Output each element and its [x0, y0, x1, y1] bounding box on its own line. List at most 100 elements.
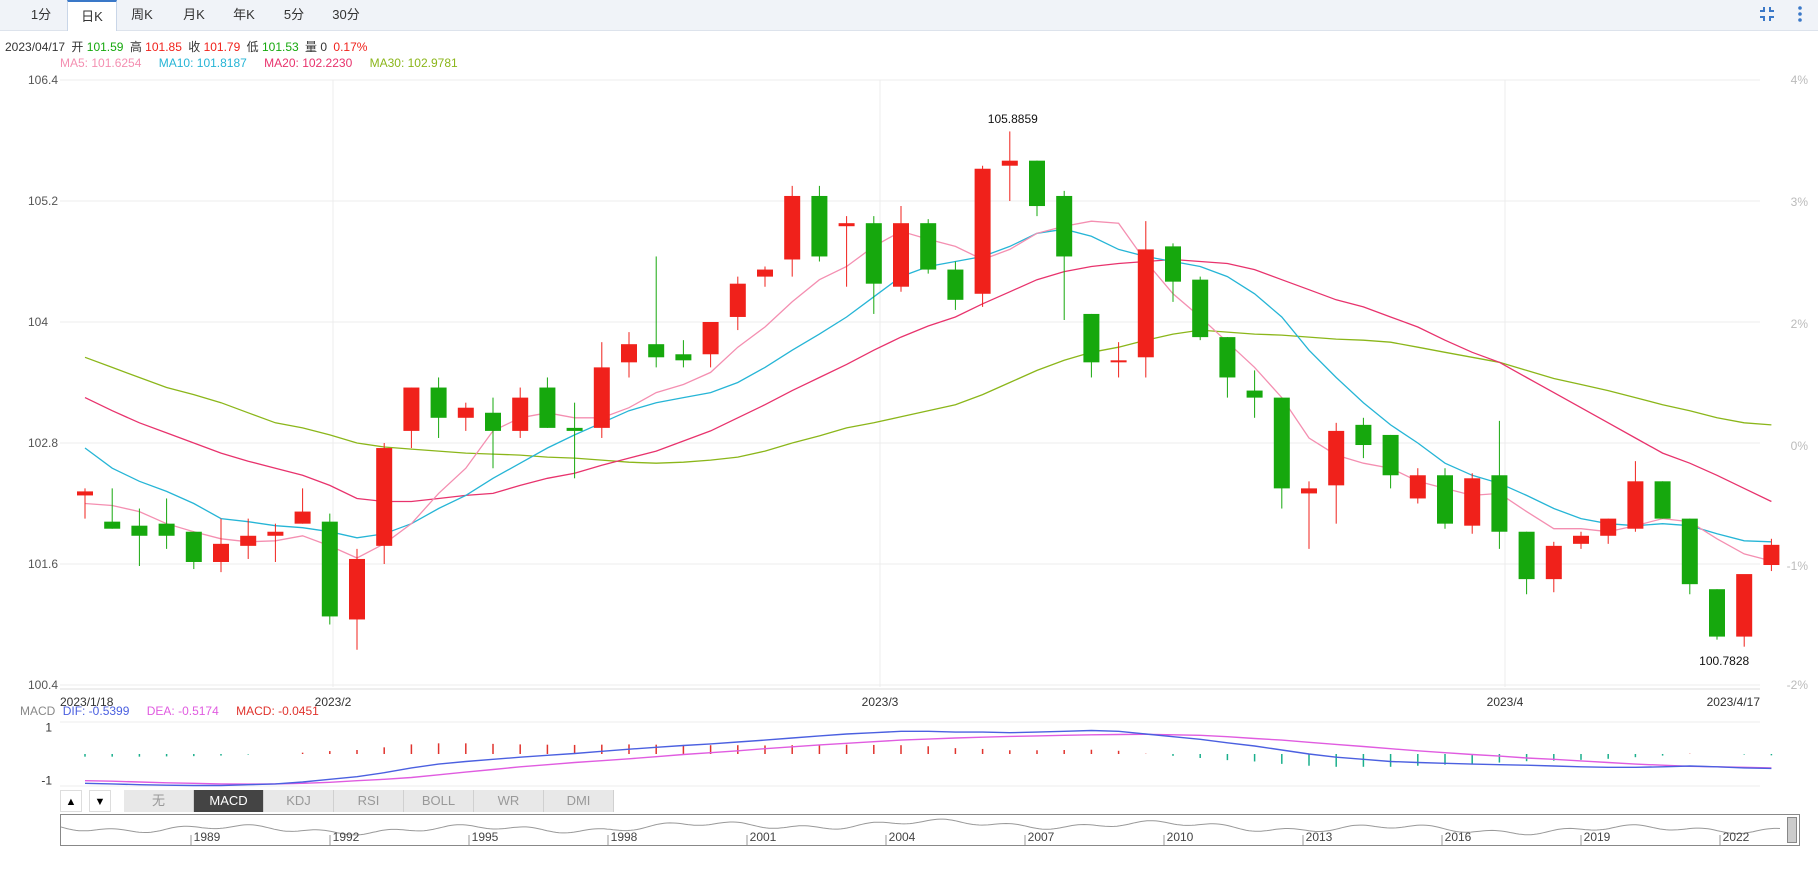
navigator-line — [61, 818, 1781, 836]
period-tab-bar: 1分 日K 周K 月K 年K 5分 30分 — [0, 0, 1818, 31]
tab-30min[interactable]: 30分 — [332, 7, 360, 22]
tab-yearly-k[interactable]: 年K — [233, 7, 255, 22]
navigator-year-label: 2022 — [1723, 830, 1750, 844]
high-annotation: 105.8859 — [988, 112, 1038, 126]
open-value: 101.59 — [86, 40, 124, 54]
date-axis: 2023/1/18 2023/2 2023/3 2023/4 2023/4/17 — [60, 695, 1760, 709]
date-tick-label: 2023/4/17 — [1707, 695, 1761, 709]
scroll-down-button[interactable]: ▼ — [89, 790, 111, 812]
ma-legend: MA5: 101.6254 MA10: 101.8187 MA20: 102.2… — [60, 56, 461, 70]
candle-body — [1709, 589, 1725, 637]
candle-body — [1273, 397, 1290, 489]
extreme-annotations: 105.8859 100.7828 — [988, 112, 1750, 668]
candle-body — [1301, 488, 1317, 494]
candle-body — [430, 387, 447, 418]
candle-body — [77, 491, 93, 496]
candle-body — [1355, 424, 1372, 446]
candle-body — [213, 543, 229, 562]
open-label: 开 — [71, 40, 84, 54]
collapse-icon[interactable] — [1757, 5, 1777, 25]
navigator-year-label: 1995 — [472, 830, 499, 844]
more-vertical-icon[interactable] — [1790, 5, 1810, 25]
navigator-year-label: 2010 — [1167, 830, 1194, 844]
ma30-legend: MA30: 102.9781 — [369, 56, 458, 70]
candle-body — [1029, 160, 1045, 207]
candle-body — [457, 407, 474, 418]
navigator-handle[interactable] — [1787, 817, 1797, 843]
low-annotation: 100.7828 — [1699, 654, 1749, 668]
candle-body — [1137, 249, 1154, 358]
volume-label: 量 — [305, 40, 318, 54]
dif-line — [84, 729, 1772, 787]
candle-body — [1464, 478, 1481, 526]
date-tick-label: 2023/3 — [862, 695, 899, 709]
candle-body — [811, 195, 828, 257]
candle-body — [1763, 544, 1780, 566]
range-navigator[interactable]: 1989 1992 1995 1998 2001 2004 2007 2010 2013 2016… — [60, 814, 1800, 846]
tab-weekly-k[interactable]: 周K — [131, 7, 153, 22]
indicator-dmi[interactable]: DMI — [544, 790, 614, 812]
candle-body — [240, 535, 257, 546]
navigator-year-label: 2004 — [889, 830, 916, 844]
close-value: 101.79 — [203, 40, 241, 54]
tab-daily-k[interactable]: 日K — [67, 0, 117, 31]
indicator-rsi[interactable]: RSI — [334, 790, 404, 812]
navigator-year-label: 1998 — [611, 830, 638, 844]
candle-body — [1518, 531, 1535, 580]
candle-body — [1573, 535, 1589, 544]
candle-body — [376, 448, 393, 546]
ma20-line — [84, 258, 1772, 503]
price-tick-label: 105.2 — [28, 194, 58, 208]
candle-body — [729, 283, 746, 317]
percent-tick-label: -1% — [1787, 559, 1809, 573]
volume-value: 0 — [320, 40, 328, 54]
candle-body — [621, 344, 637, 363]
percent-tick-label: 4% — [1791, 73, 1809, 87]
macd-legend-macd: MACD: -0.0451 — [236, 704, 319, 718]
percent-tick-label: -2% — [1787, 678, 1809, 692]
candle-body — [1056, 195, 1073, 257]
candle-body — [185, 531, 202, 562]
price-tick-label: 106.4 — [28, 73, 58, 87]
scroll-up-button[interactable]: ▲ — [60, 790, 82, 812]
macd-legend-dif: DIF: -0.5399 — [62, 704, 130, 718]
tab-1min[interactable]: 1分 — [30, 7, 52, 22]
price-tick-label: 104 — [28, 315, 48, 329]
candle-body — [1246, 390, 1263, 398]
change-value: 0.17% — [333, 40, 368, 54]
navigator-year-label: 2013 — [1306, 830, 1333, 844]
candle-body — [539, 387, 556, 428]
candle-body — [294, 511, 311, 524]
candle-body — [1328, 430, 1345, 486]
percent-axis: 4% 3% 2% 0% -1% -2% — [1787, 73, 1809, 692]
indicator-macd[interactable]: MACD — [194, 790, 264, 812]
candle-body — [1627, 481, 1644, 529]
indicator-boll[interactable]: BOLL — [404, 790, 474, 812]
candle-body — [485, 412, 501, 431]
candle-body — [593, 367, 610, 428]
indicator-wr[interactable]: WR — [474, 790, 544, 812]
dea-line — [84, 733, 1772, 785]
candle-body — [1545, 545, 1562, 580]
macd-tick-label: -1 — [41, 774, 52, 788]
indicator-none[interactable]: 无 — [124, 790, 194, 812]
ma10-line — [84, 228, 1772, 543]
candle-body — [865, 223, 882, 284]
low-label: 低 — [246, 40, 259, 54]
indicator-kdj[interactable]: KDJ — [264, 790, 334, 812]
macd-tick-label: 1 — [45, 720, 52, 734]
candle-body — [1219, 337, 1236, 378]
candle-body — [1192, 279, 1209, 338]
ma5-legend: MA5: 101.6254 — [60, 56, 142, 70]
macd-legend-name: MACD — [20, 704, 56, 718]
candle-body — [675, 354, 692, 361]
candle-body — [403, 387, 420, 431]
candle-body — [784, 195, 801, 260]
tab-5min[interactable]: 5分 — [283, 7, 305, 22]
candle-body — [1681, 518, 1698, 585]
candle-body — [321, 521, 338, 617]
date-tick-label: 2023/1/18 — [60, 695, 114, 709]
candle-body — [838, 223, 855, 227]
tab-monthly-k[interactable]: 月K — [183, 7, 205, 22]
